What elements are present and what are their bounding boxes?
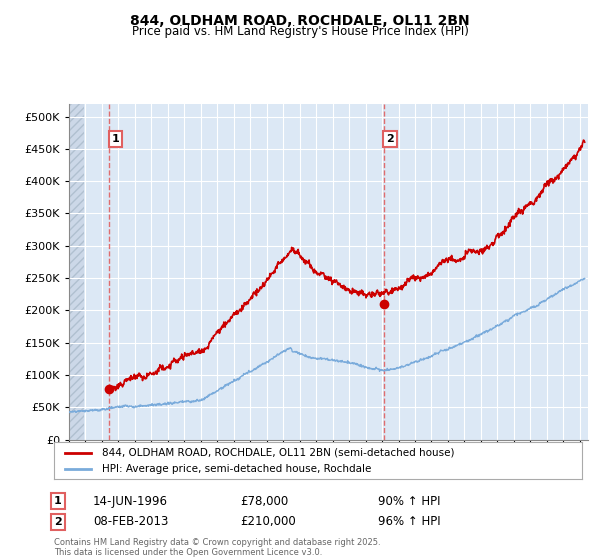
Text: Contains HM Land Registry data © Crown copyright and database right 2025.
This d: Contains HM Land Registry data © Crown c… [54, 538, 380, 557]
Text: 96% ↑ HPI: 96% ↑ HPI [378, 515, 440, 529]
Text: 2: 2 [386, 134, 394, 144]
Text: 2: 2 [54, 517, 62, 527]
Text: 90% ↑ HPI: 90% ↑ HPI [378, 494, 440, 508]
Text: £210,000: £210,000 [240, 515, 296, 529]
Text: 1: 1 [112, 134, 119, 144]
Text: 844, OLDHAM ROAD, ROCHDALE, OL11 2BN: 844, OLDHAM ROAD, ROCHDALE, OL11 2BN [130, 14, 470, 28]
Text: 1: 1 [54, 496, 62, 506]
Text: Price paid vs. HM Land Registry's House Price Index (HPI): Price paid vs. HM Land Registry's House … [131, 25, 469, 38]
Text: 14-JUN-1996: 14-JUN-1996 [93, 494, 168, 508]
Bar [69, 104, 84, 440]
Text: £78,000: £78,000 [240, 494, 288, 508]
Text: HPI: Average price, semi-detached house, Rochdale: HPI: Average price, semi-detached house,… [101, 464, 371, 474]
Text: 844, OLDHAM ROAD, ROCHDALE, OL11 2BN (semi-detached house): 844, OLDHAM ROAD, ROCHDALE, OL11 2BN (se… [101, 447, 454, 458]
Text: 08-FEB-2013: 08-FEB-2013 [93, 515, 169, 529]
